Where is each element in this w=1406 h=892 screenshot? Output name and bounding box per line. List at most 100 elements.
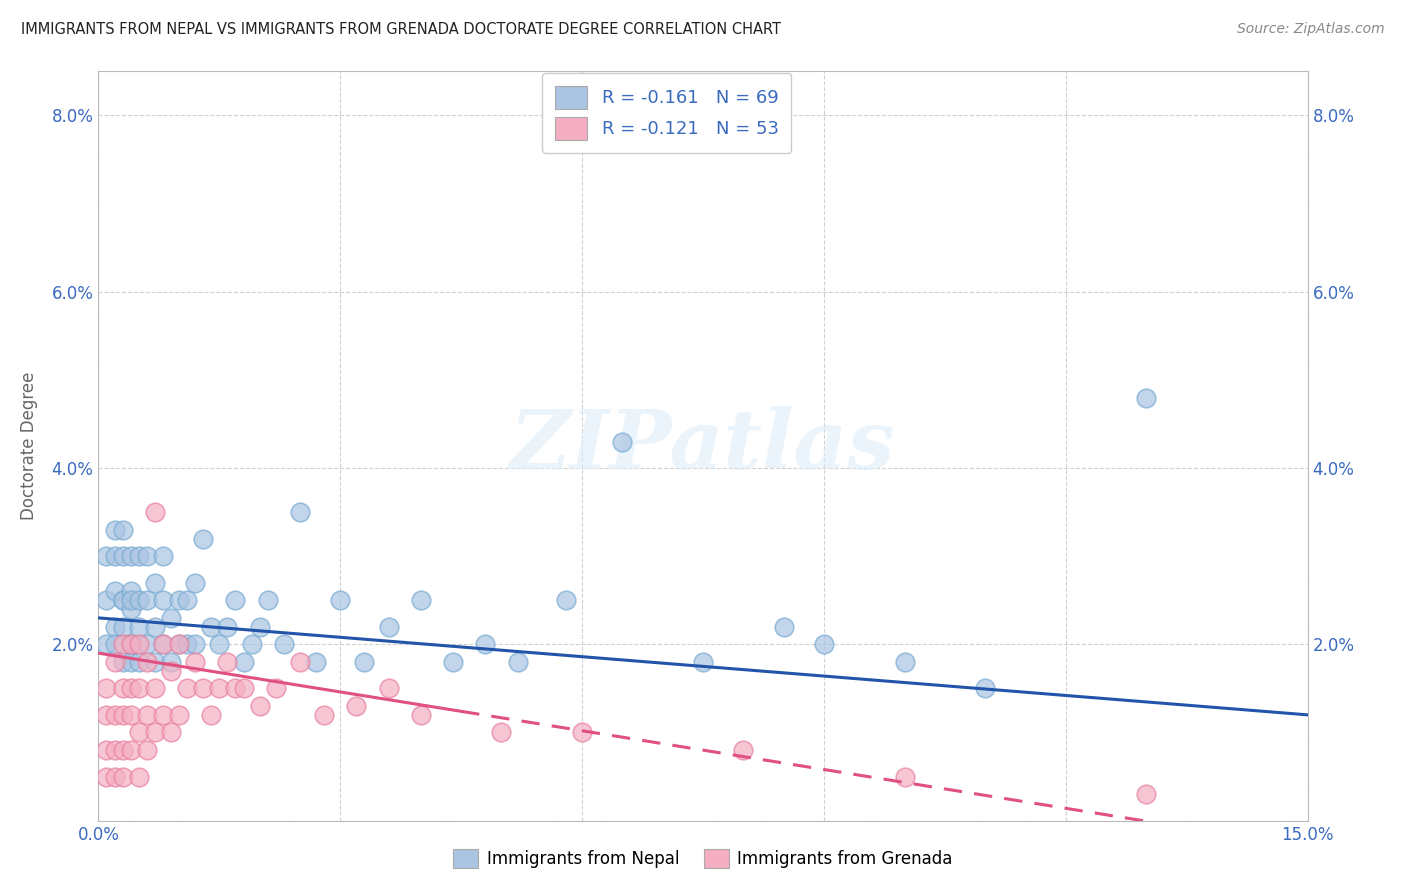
- Text: Source: ZipAtlas.com: Source: ZipAtlas.com: [1237, 22, 1385, 37]
- Point: [103, 549, 125, 564]
- Point: [200, 620, 222, 634]
- Point: [103, 523, 125, 537]
- Point: [128, 637, 150, 651]
- Point: [111, 655, 134, 669]
- Point: [612, 434, 634, 449]
- Point: [893, 770, 915, 784]
- Point: [111, 743, 134, 757]
- Point: [288, 505, 311, 519]
- Point: [103, 655, 125, 669]
- Point: [111, 523, 134, 537]
- Point: [103, 743, 125, 757]
- Point: [120, 681, 142, 696]
- Point: [193, 681, 215, 696]
- Point: [103, 770, 125, 784]
- Point: [152, 707, 174, 722]
- Point: [152, 637, 174, 651]
- Point: [571, 725, 593, 739]
- Point: [344, 699, 367, 714]
- Point: [329, 593, 352, 607]
- Point: [111, 707, 134, 722]
- Point: [120, 655, 142, 669]
- Point: [143, 505, 166, 519]
- Point: [111, 620, 134, 634]
- Point: [128, 549, 150, 564]
- Point: [377, 620, 399, 634]
- Legend: R = -0.161   N = 69, R = -0.121   N = 53: R = -0.161 N = 69, R = -0.121 N = 53: [543, 73, 792, 153]
- Point: [120, 743, 142, 757]
- Point: [135, 637, 157, 651]
- Point: [208, 637, 231, 651]
- Point: [103, 637, 125, 651]
- Point: [249, 699, 271, 714]
- Text: ZIPatlas: ZIPatlas: [510, 406, 896, 486]
- Point: [974, 681, 997, 696]
- Point: [232, 655, 254, 669]
- Point: [103, 707, 125, 722]
- Point: [120, 637, 142, 651]
- Point: [143, 575, 166, 590]
- Point: [135, 707, 157, 722]
- Point: [184, 575, 207, 590]
- Point: [288, 655, 311, 669]
- Point: [200, 707, 222, 722]
- Point: [232, 681, 254, 696]
- Point: [152, 637, 174, 651]
- Point: [96, 637, 118, 651]
- Point: [128, 770, 150, 784]
- Point: [135, 549, 157, 564]
- Point: [128, 593, 150, 607]
- Point: [305, 655, 328, 669]
- Point: [176, 637, 198, 651]
- Point: [813, 637, 835, 651]
- Point: [111, 637, 134, 651]
- Point: [135, 743, 157, 757]
- Y-axis label: Doctorate Degree: Doctorate Degree: [20, 372, 38, 520]
- Point: [167, 707, 190, 722]
- Point: [111, 770, 134, 784]
- Point: [733, 743, 755, 757]
- Point: [120, 549, 142, 564]
- Point: [273, 637, 295, 651]
- Point: [893, 655, 915, 669]
- Point: [208, 681, 231, 696]
- Point: [120, 602, 142, 616]
- Point: [96, 593, 118, 607]
- Point: [184, 655, 207, 669]
- Point: [143, 725, 166, 739]
- Point: [128, 725, 150, 739]
- Point: [152, 593, 174, 607]
- Point: [224, 681, 246, 696]
- Point: [160, 655, 183, 669]
- Point: [224, 593, 246, 607]
- Point: [1135, 391, 1157, 405]
- Point: [692, 655, 714, 669]
- Point: [184, 637, 207, 651]
- Point: [111, 593, 134, 607]
- Point: [103, 584, 125, 599]
- Point: [143, 655, 166, 669]
- Point: [120, 593, 142, 607]
- Point: [143, 620, 166, 634]
- Point: [249, 620, 271, 634]
- Point: [120, 637, 142, 651]
- Point: [167, 637, 190, 651]
- Point: [96, 549, 118, 564]
- Point: [96, 743, 118, 757]
- Point: [441, 655, 464, 669]
- Point: [135, 655, 157, 669]
- Point: [555, 593, 578, 607]
- Point: [240, 637, 263, 651]
- Point: [111, 549, 134, 564]
- Point: [96, 707, 118, 722]
- Point: [143, 681, 166, 696]
- Point: [111, 593, 134, 607]
- Point: [111, 681, 134, 696]
- Point: [96, 681, 118, 696]
- Point: [506, 655, 529, 669]
- Point: [1135, 787, 1157, 801]
- Point: [377, 681, 399, 696]
- Point: [120, 637, 142, 651]
- Point: [176, 681, 198, 696]
- Point: [167, 593, 190, 607]
